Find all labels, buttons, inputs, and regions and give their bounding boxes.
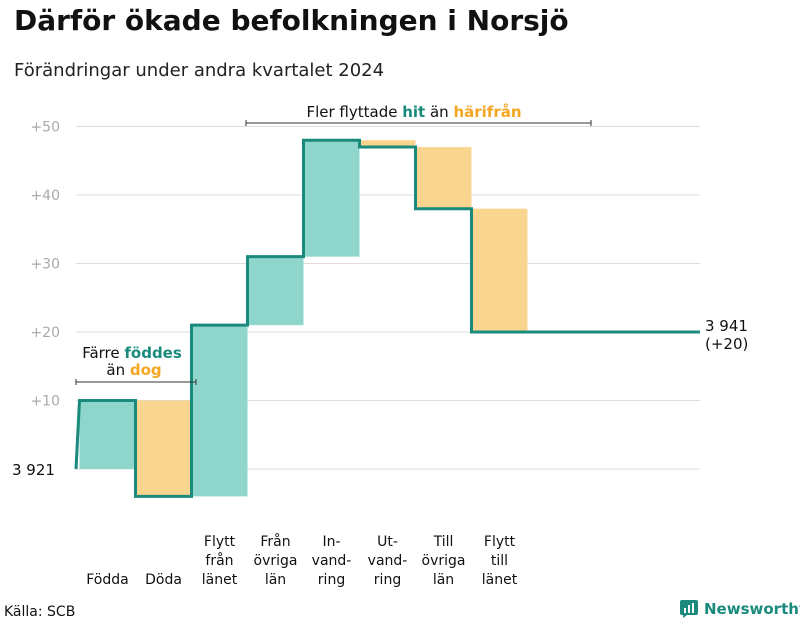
grid-lines xyxy=(76,126,700,470)
y-tick-label: +40 xyxy=(30,188,60,204)
category-label: Flytt från länet xyxy=(202,534,238,588)
y-tick-label: +50 xyxy=(30,120,60,136)
moves-annotation-harifran: härifrån xyxy=(453,103,521,121)
births-annotation-line1: Färre föddes xyxy=(82,344,182,362)
moves-annotation-text: Fler flyttade hit än härifrån xyxy=(306,103,521,121)
bars xyxy=(79,140,528,497)
category-label: Flytt till länet xyxy=(482,534,518,588)
births-annotation-text1: Färre xyxy=(82,344,124,362)
moves-annotation-hit: hit xyxy=(402,103,425,121)
y-tick-label: +10 xyxy=(30,394,60,410)
moves-annotation-pre: Fler flyttade xyxy=(306,103,402,121)
running-total-line xyxy=(74,138,700,498)
start-value-label: 3 921 xyxy=(12,461,55,479)
category-labels: Födda Döda Flytt från länet Från övriga län In-v… xyxy=(86,533,517,588)
births-annotation-emphasis2: dog xyxy=(130,361,162,379)
waterfall-bar xyxy=(79,400,136,469)
category-label: Döda xyxy=(145,572,182,588)
running-total-line xyxy=(74,138,700,498)
brand-name: Newsworthy xyxy=(704,600,800,618)
category-label: In-vand-ring xyxy=(312,534,352,588)
end-value-label: 3 941 xyxy=(705,317,748,335)
category-label: Ut-vand-ring xyxy=(368,534,408,588)
source-label: Källa: SCB xyxy=(4,604,76,620)
moves-bracket xyxy=(245,120,592,126)
y-tick-label: +20 xyxy=(30,325,60,341)
waterfall-bar xyxy=(359,140,416,148)
waterfall-bar xyxy=(135,400,192,497)
y-axis-ticks: +10 +20 +30 +40 +50 xyxy=(30,120,60,410)
births-annotation-text2: än xyxy=(106,361,129,379)
end-change-label: (+20) xyxy=(705,335,748,353)
category-label: Födda xyxy=(86,572,128,588)
category-label: Från övriga län xyxy=(254,533,298,588)
moves-annotation-mid: än xyxy=(425,103,453,121)
births-annotation-emphasis1: föddes xyxy=(124,344,181,362)
births-annotation-line2: än dog xyxy=(106,361,161,379)
births-annotation: Färre föddes än dog xyxy=(75,344,197,385)
waterfall-bar xyxy=(415,147,472,209)
births-bracket xyxy=(75,379,197,385)
page-title: Därför ökade befolkningen i Norsjö xyxy=(14,4,569,37)
brand-logo: Newsworthy xyxy=(680,600,800,618)
moves-annotation: Fler flyttade hit än härifrån xyxy=(245,103,592,126)
y-tick-label: +30 xyxy=(30,257,60,273)
category-label: Till övriga län xyxy=(422,534,466,588)
page-subtitle: Förändringar under andra kvartalet 2024 xyxy=(14,60,385,81)
newsworthy-logo-icon xyxy=(680,600,698,618)
waterfall-bar xyxy=(247,256,304,326)
waterfall-bar xyxy=(303,140,360,257)
waterfall-bar xyxy=(191,325,248,497)
waterfall-bar xyxy=(471,208,528,332)
